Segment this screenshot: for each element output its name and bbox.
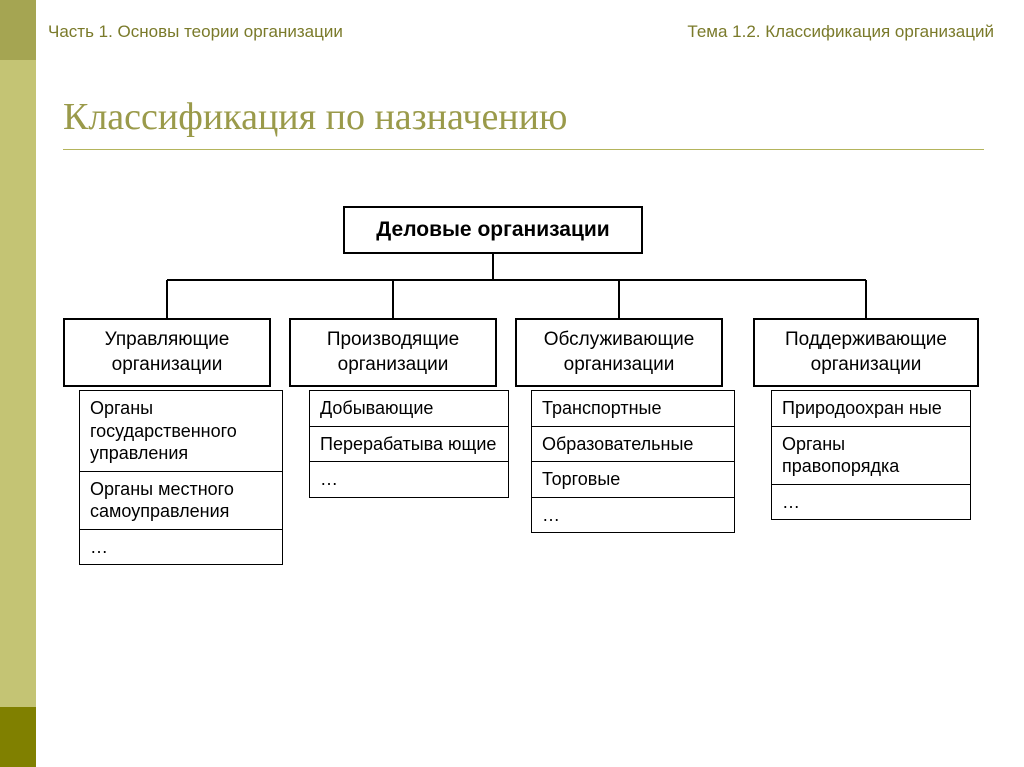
list-item: Природоохран ные: [771, 390, 971, 427]
slide-title: Классификация по назначению: [63, 95, 984, 139]
branch-node: Производящие организации: [289, 318, 497, 387]
sidebar-block-top: [0, 0, 36, 60]
items-column: Органы государственного управленияОрганы…: [79, 390, 283, 565]
branch-node: Обслуживающие организации: [515, 318, 723, 387]
title-underline: [63, 149, 984, 150]
header-right: Тема 1.2. Классификация организаций: [687, 22, 994, 42]
items-column: Природоохран ныеОрганы правопорядка…: [771, 390, 971, 520]
slide-header: Часть 1. Основы теории организации Тема …: [48, 22, 994, 42]
list-item: …: [79, 530, 283, 566]
list-item: Органы местного самоуправления: [79, 472, 283, 530]
list-item: …: [771, 485, 971, 521]
header-left: Часть 1. Основы теории организации: [48, 22, 343, 42]
title-area: Классификация по назначению: [63, 95, 984, 150]
sidebar-block-bot: [0, 707, 36, 767]
list-item: Торговые: [531, 462, 735, 498]
list-item: …: [309, 462, 509, 498]
list-item: …: [531, 498, 735, 534]
list-item: Образовательные: [531, 427, 735, 463]
branch-label: Управляющие организации: [105, 329, 230, 375]
list-item: Органы правопорядка: [771, 427, 971, 485]
branch-label: Производящие организации: [327, 329, 459, 375]
root-node: Деловые организации: [343, 206, 643, 254]
sidebar-block-mid: [0, 60, 36, 707]
items-column: ТранспортныеОбразовательныеТорговые…: [531, 390, 735, 533]
list-item: Добывающие: [309, 390, 509, 427]
decorative-sidebar: [0, 0, 36, 767]
branch-node: Поддерживающие организации: [753, 318, 979, 387]
list-item: Перерабатыва ющие: [309, 427, 509, 463]
items-column: ДобывающиеПерерабатыва ющие…: [309, 390, 509, 498]
list-item: Транспортные: [531, 390, 735, 427]
branch-node: Управляющие организации: [63, 318, 271, 387]
list-item: Органы государственного управления: [79, 390, 283, 472]
branch-label: Обслуживающие организации: [544, 329, 695, 375]
branch-label: Поддерживающие организации: [785, 329, 947, 375]
